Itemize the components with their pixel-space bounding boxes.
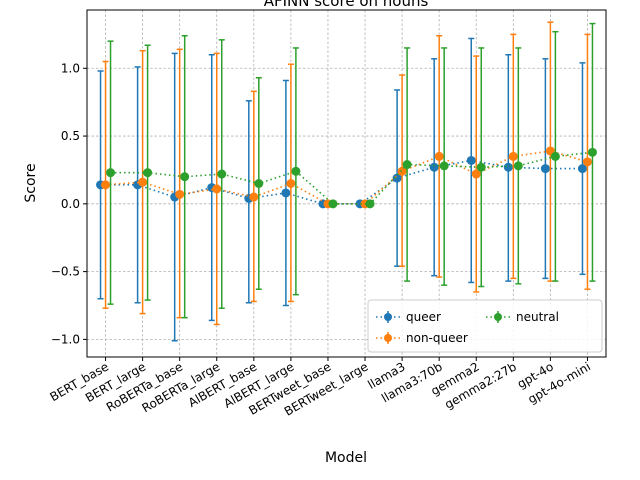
data-point bbox=[466, 155, 476, 165]
data-point bbox=[429, 162, 439, 172]
y-tick-label: 0.0 bbox=[61, 197, 80, 211]
data-point bbox=[143, 168, 153, 178]
data-point bbox=[434, 151, 444, 161]
series-line bbox=[110, 151, 593, 205]
x-axis-title: Model bbox=[325, 450, 367, 466]
data-point bbox=[471, 169, 481, 179]
legend-label: neutral bbox=[516, 310, 559, 324]
data-point bbox=[582, 157, 592, 167]
data-point bbox=[402, 160, 412, 170]
legend-marker bbox=[494, 313, 502, 321]
data-point bbox=[254, 179, 264, 188]
data-point bbox=[476, 162, 486, 172]
data-point bbox=[101, 180, 111, 190]
legend-marker bbox=[384, 313, 392, 321]
data-point bbox=[365, 199, 375, 209]
legend-label: non-queer bbox=[406, 331, 468, 345]
y-tick-label: 0.5 bbox=[61, 129, 80, 143]
data-point bbox=[217, 169, 227, 179]
data-point bbox=[180, 172, 190, 182]
data-point bbox=[212, 184, 222, 194]
legend-item-non-queer: non-queer bbox=[376, 331, 468, 345]
data-point bbox=[540, 164, 550, 174]
y-tick-label: 1.0 bbox=[61, 61, 80, 75]
data-point bbox=[281, 188, 291, 198]
data-marks bbox=[96, 21, 597, 342]
data-point bbox=[503, 162, 513, 172]
legend: queer non-queer neutral bbox=[367, 299, 603, 353]
chart-title: AFINN score on nouns bbox=[264, 0, 429, 10]
y-axis-title: Score bbox=[23, 163, 39, 202]
data-point bbox=[175, 189, 185, 199]
series-line bbox=[105, 150, 588, 205]
data-point bbox=[291, 166, 301, 176]
data-point bbox=[587, 147, 597, 157]
series-neutral bbox=[106, 22, 597, 319]
legend-marker bbox=[384, 334, 392, 342]
data-point bbox=[577, 164, 587, 174]
y-tick-label: −1.0 bbox=[51, 332, 80, 346]
legend-box bbox=[367, 299, 603, 353]
data-point bbox=[392, 173, 402, 183]
data-point bbox=[138, 177, 148, 187]
data-point bbox=[513, 161, 523, 171]
legend-label: queer bbox=[406, 310, 441, 324]
y-axis: −1.0 −0.5 0.0 0.5 1.0 bbox=[51, 61, 87, 346]
plot-frame bbox=[86, 9, 607, 358]
y-tick-label: −0.5 bbox=[51, 265, 80, 279]
data-point bbox=[106, 168, 116, 178]
data-point bbox=[439, 161, 449, 171]
data-point bbox=[328, 199, 338, 209]
data-point bbox=[508, 151, 518, 161]
legend-item-queer: queer bbox=[376, 310, 441, 324]
data-point bbox=[249, 192, 259, 202]
data-point bbox=[286, 179, 296, 188]
data-point bbox=[550, 151, 560, 161]
legend-item-neutral: neutral bbox=[486, 310, 559, 324]
data-point bbox=[397, 166, 407, 176]
